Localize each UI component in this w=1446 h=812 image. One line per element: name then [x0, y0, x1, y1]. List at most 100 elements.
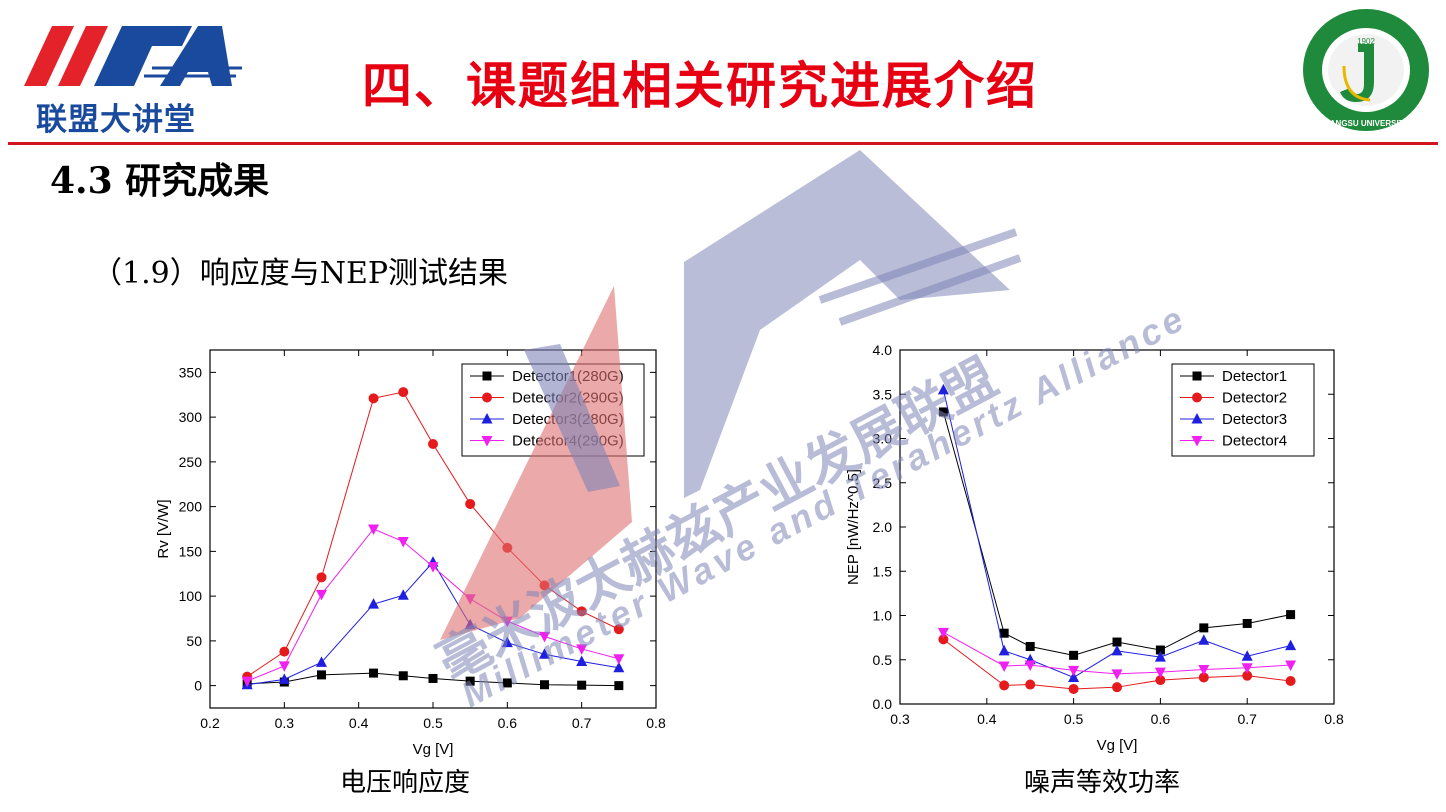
chart2-data-point [1155, 645, 1165, 655]
chart1-data-point [278, 673, 290, 684]
chart1-data-point [613, 661, 625, 673]
chart1-data-point [465, 498, 476, 509]
university-seal-icon: 1902 JIANGSU UNIVERSITY [1303, 9, 1429, 131]
responsivity-chart: 0.2 0.3 0.4 0.5 0.6 0.7 0.8 0 50 100 150 200 250 300 3… [155, 349, 666, 758]
chart1-data-point [369, 668, 379, 678]
chart2-legend-marker [1192, 371, 1202, 381]
chart1-data-point [613, 624, 624, 635]
chart2-data-point [1241, 663, 1253, 674]
chart1-y-tick-label: 50 [186, 633, 202, 649]
chart1-data-point [540, 680, 549, 690]
chart2-data-point [1198, 672, 1209, 683]
chart1-x-tick-label: 0.2 [200, 715, 220, 731]
chart2-x-tick-label: 0.6 [1151, 711, 1171, 727]
chart2-data-point [1112, 637, 1122, 647]
chart2-y-tick-label: 1.0 [873, 608, 893, 624]
chart2-data-point [938, 634, 949, 645]
chart2-y-tick-label: 3.5 [873, 386, 893, 402]
chart1-data-point [317, 670, 326, 680]
chart1-legend-label: Detector3(280G) [512, 411, 624, 428]
chart1-data-point [278, 661, 290, 672]
chart1-x-tick-label: 0.4 [349, 715, 369, 731]
chart2-legend-label: Detector3 [1222, 411, 1287, 428]
chart1-data-point [368, 524, 380, 535]
chart2-y-tick-label: 0.5 [873, 652, 893, 668]
subheading: （1.9）响应度与NEP测试结果 [92, 256, 509, 291]
chart1-data-point [614, 681, 624, 691]
seal-year: 1902 [1357, 37, 1375, 46]
chart2-y-tick-label: 2.0 [873, 519, 893, 535]
chart2-data-point [938, 407, 948, 417]
chart2-legend-label: Detector2 [1222, 390, 1287, 407]
chart1-data-point [539, 631, 550, 643]
caption-responsivity: 电压响应度 [340, 768, 471, 798]
chart2-x-tick-label: 0.7 [1237, 711, 1257, 727]
chart2-data-point [1111, 644, 1123, 656]
chart1-y-tick-label: 200 [179, 499, 203, 515]
chart2-data-point [1112, 682, 1122, 693]
chart2-x-tick-label: 0.4 [977, 711, 997, 727]
chart1-legend: Detector1(280G) Detector2(290G) Detector3(… [461, 363, 645, 457]
chart2-data-point [1241, 650, 1253, 661]
chart2-data-point [1285, 639, 1297, 651]
logo-mark-icon [24, 26, 242, 86]
chart2-data-point [1198, 634, 1210, 645]
chart1-data-point [241, 676, 253, 688]
chart2-series-2 [938, 634, 1296, 694]
chart1-data-point [316, 589, 327, 601]
chart2-x-axis-label: Vg [V] [1097, 737, 1138, 754]
chart1-data-point [501, 616, 513, 628]
chart2-data-point [1285, 675, 1296, 686]
chart1-legend-marker [482, 371, 492, 381]
section-heading: 4.3 研究成果 [50, 160, 270, 202]
chart1-y-tick-label: 250 [179, 454, 203, 470]
chart1-data-point [464, 618, 476, 630]
chart2-data-point [998, 644, 1010, 656]
chart1-legend-label: Detector1(280G) [512, 368, 624, 385]
chart1-data-point [539, 648, 550, 659]
chart1-y-tick-label: 0 [194, 678, 202, 694]
chart2-x-tick-label: 0.3 [890, 711, 910, 727]
chart1-x-tick-label: 0.3 [275, 715, 295, 731]
chart1-legend-marker [482, 392, 492, 403]
chart1-x-tick-label: 0.5 [423, 715, 443, 731]
chart1-series-line [247, 561, 619, 686]
chart2-data-point [1286, 610, 1296, 620]
chart1-data-point [576, 644, 588, 655]
chart1-y-tick-label: 100 [179, 588, 203, 604]
chart1-data-point [577, 680, 587, 690]
chart2-y-tick-label: 4.0 [873, 342, 893, 358]
chart1-data-point [502, 542, 513, 553]
chart1-data-point [427, 562, 439, 573]
chart2-data-point [1285, 660, 1297, 672]
chart2-data-point [1068, 665, 1080, 677]
chart2-series-4 [937, 627, 1297, 680]
chart2-data-point [1025, 679, 1036, 690]
chart2-data-point [999, 628, 1009, 638]
chart1-y-axis-label: Rv [V/W] [155, 499, 172, 558]
chart2-data-point [998, 661, 1010, 672]
chart1-data-point [464, 594, 476, 605]
chart2-data-point [1154, 651, 1166, 662]
chart1-x-tick-label: 0.8 [646, 715, 666, 731]
chart2-data-point [1242, 670, 1253, 681]
chart1-series-4 [241, 524, 625, 688]
chart1-y-tick-label: 150 [179, 543, 203, 559]
chart1-x-tick-label: 0.7 [572, 715, 592, 731]
chart1-data-point [576, 606, 587, 617]
chart1-x-tick-label: 0.6 [498, 715, 518, 731]
chart1-data-point [613, 654, 625, 665]
chart1-data-point [428, 673, 438, 683]
chart1-data-point [539, 580, 550, 591]
chart2-legend-marker [1192, 392, 1202, 403]
chart2-y-tick-label: 0.0 [873, 696, 893, 712]
chart1-data-point [428, 438, 438, 449]
chart2-x-tick-label: 0.5 [1064, 711, 1084, 727]
chart1-data-point [316, 656, 327, 667]
chart2-data-point [1024, 660, 1036, 672]
header-divider [8, 142, 1438, 145]
chart1-x-axis-label: Vg [V] [413, 741, 454, 758]
chart2-data-point [1069, 650, 1079, 660]
chart2-data-point [937, 627, 949, 639]
chart1-data-point [501, 636, 513, 648]
